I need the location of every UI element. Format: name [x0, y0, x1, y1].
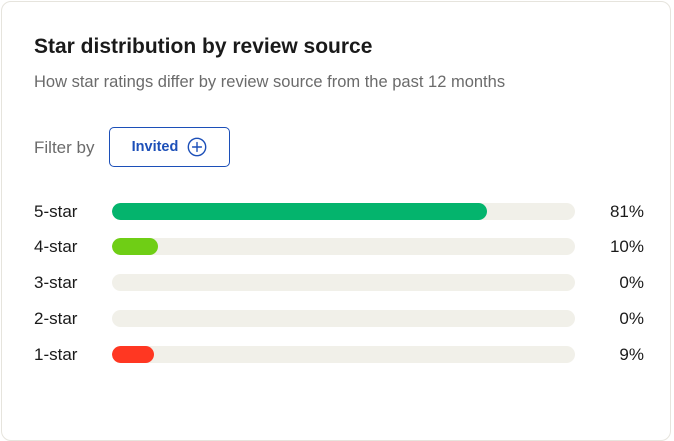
distribution-row-5-star: 5-star 81%	[2, 202, 672, 222]
bar-track	[112, 274, 575, 291]
card-title: Star distribution by review source	[34, 35, 373, 58]
row-label: 1-star	[34, 345, 78, 364]
filter-invited-button[interactable]: Invited	[109, 127, 230, 167]
bar-fill	[112, 238, 159, 255]
row-percent: 0%	[619, 273, 644, 292]
bar-track	[112, 238, 575, 255]
row-percent: 10%	[609, 237, 644, 256]
row-label: 4-star	[34, 237, 78, 256]
bar-track	[112, 203, 575, 220]
row-percent: 9%	[619, 345, 644, 364]
row-label: 3-star	[34, 273, 78, 292]
distribution-row-4-star: 4-star 10%	[2, 237, 672, 257]
distribution-row-1-star: 1-star 9%	[2, 345, 672, 365]
bar-track	[112, 346, 575, 363]
distribution-row-2-star: 2-star 0%	[2, 309, 672, 329]
bar-fill	[112, 346, 154, 363]
row-label: 5-star	[34, 202, 78, 221]
distribution-row-3-star: 3-star 0%	[2, 273, 672, 293]
row-label: 2-star	[34, 309, 78, 328]
plus-circle-icon	[187, 137, 207, 157]
bar-track	[112, 310, 575, 327]
row-percent: 0%	[619, 309, 644, 328]
row-percent: 81%	[609, 202, 644, 221]
filter-label: Filter by	[34, 138, 95, 157]
bar-fill	[112, 203, 488, 220]
filter-button-label: Invited	[131, 139, 179, 155]
card-subtitle: How star ratings differ by review source…	[34, 73, 506, 91]
